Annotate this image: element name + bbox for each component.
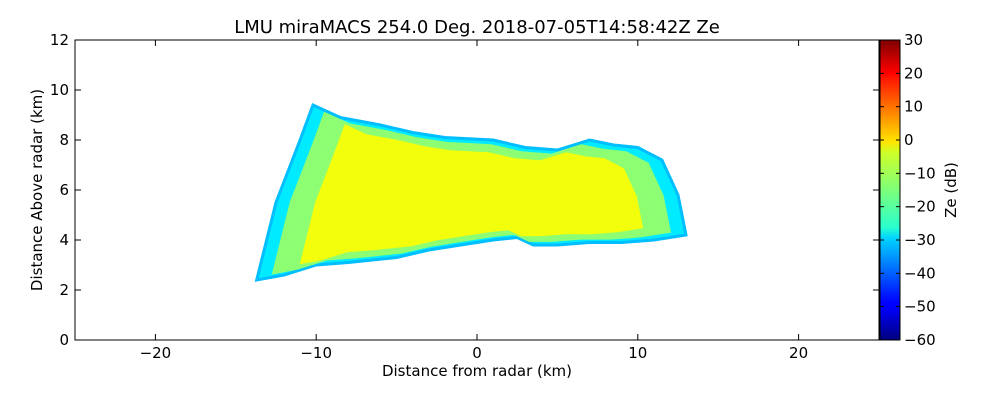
colorbar-tick-label: 30	[904, 31, 923, 49]
colorbar-tick-label: 10	[904, 98, 923, 116]
colorbar-tick-label: −40	[904, 264, 936, 282]
colorbar-tick-label: −20	[904, 198, 936, 216]
x-tick-label: 0	[472, 344, 482, 362]
y-tick-label: 2	[59, 281, 69, 299]
colorbar-ticks: 30 20 10 0 −10 −20 −30 −40 −50 −60	[880, 31, 936, 349]
y-tick-label: 12	[50, 31, 69, 49]
x-tick-label: 10	[628, 344, 647, 362]
y-axis-label: Distance Above radar (km)	[28, 89, 46, 291]
x-tick-label: −10	[300, 344, 332, 362]
y-tick-label: 10	[50, 81, 69, 99]
y-axis: 0 2 4 6 8 10 12	[50, 31, 879, 349]
echo-texture	[271, 111, 671, 275]
colorbar-tick-label: −50	[904, 298, 936, 316]
colorbar	[879, 39, 901, 341]
colorbar-tick-label: 20	[904, 64, 923, 82]
colorbar-tick-label: 0	[904, 131, 914, 149]
x-axis-label: Distance from radar (km)	[382, 362, 572, 380]
chart-title: LMU miraMACS 254.0 Deg. 2018-07-05T14:58…	[234, 17, 720, 38]
x-tick-label: −20	[140, 344, 172, 362]
y-tick-label: 4	[59, 231, 69, 249]
echo-layer	[254, 102, 688, 282]
colorbar-label: Ze (dB)	[942, 162, 960, 218]
colorbar-tick-label: −60	[904, 331, 936, 349]
y-tick-label: 8	[59, 131, 69, 149]
x-axis: −20 −10 0 10 20	[140, 40, 808, 362]
colorbar-tick-label: −30	[904, 231, 936, 249]
colorbar-tick-label: −10	[904, 164, 936, 182]
y-tick-label: 6	[59, 181, 69, 199]
x-tick-label: 20	[789, 344, 808, 362]
y-tick-label: 0	[59, 331, 69, 349]
